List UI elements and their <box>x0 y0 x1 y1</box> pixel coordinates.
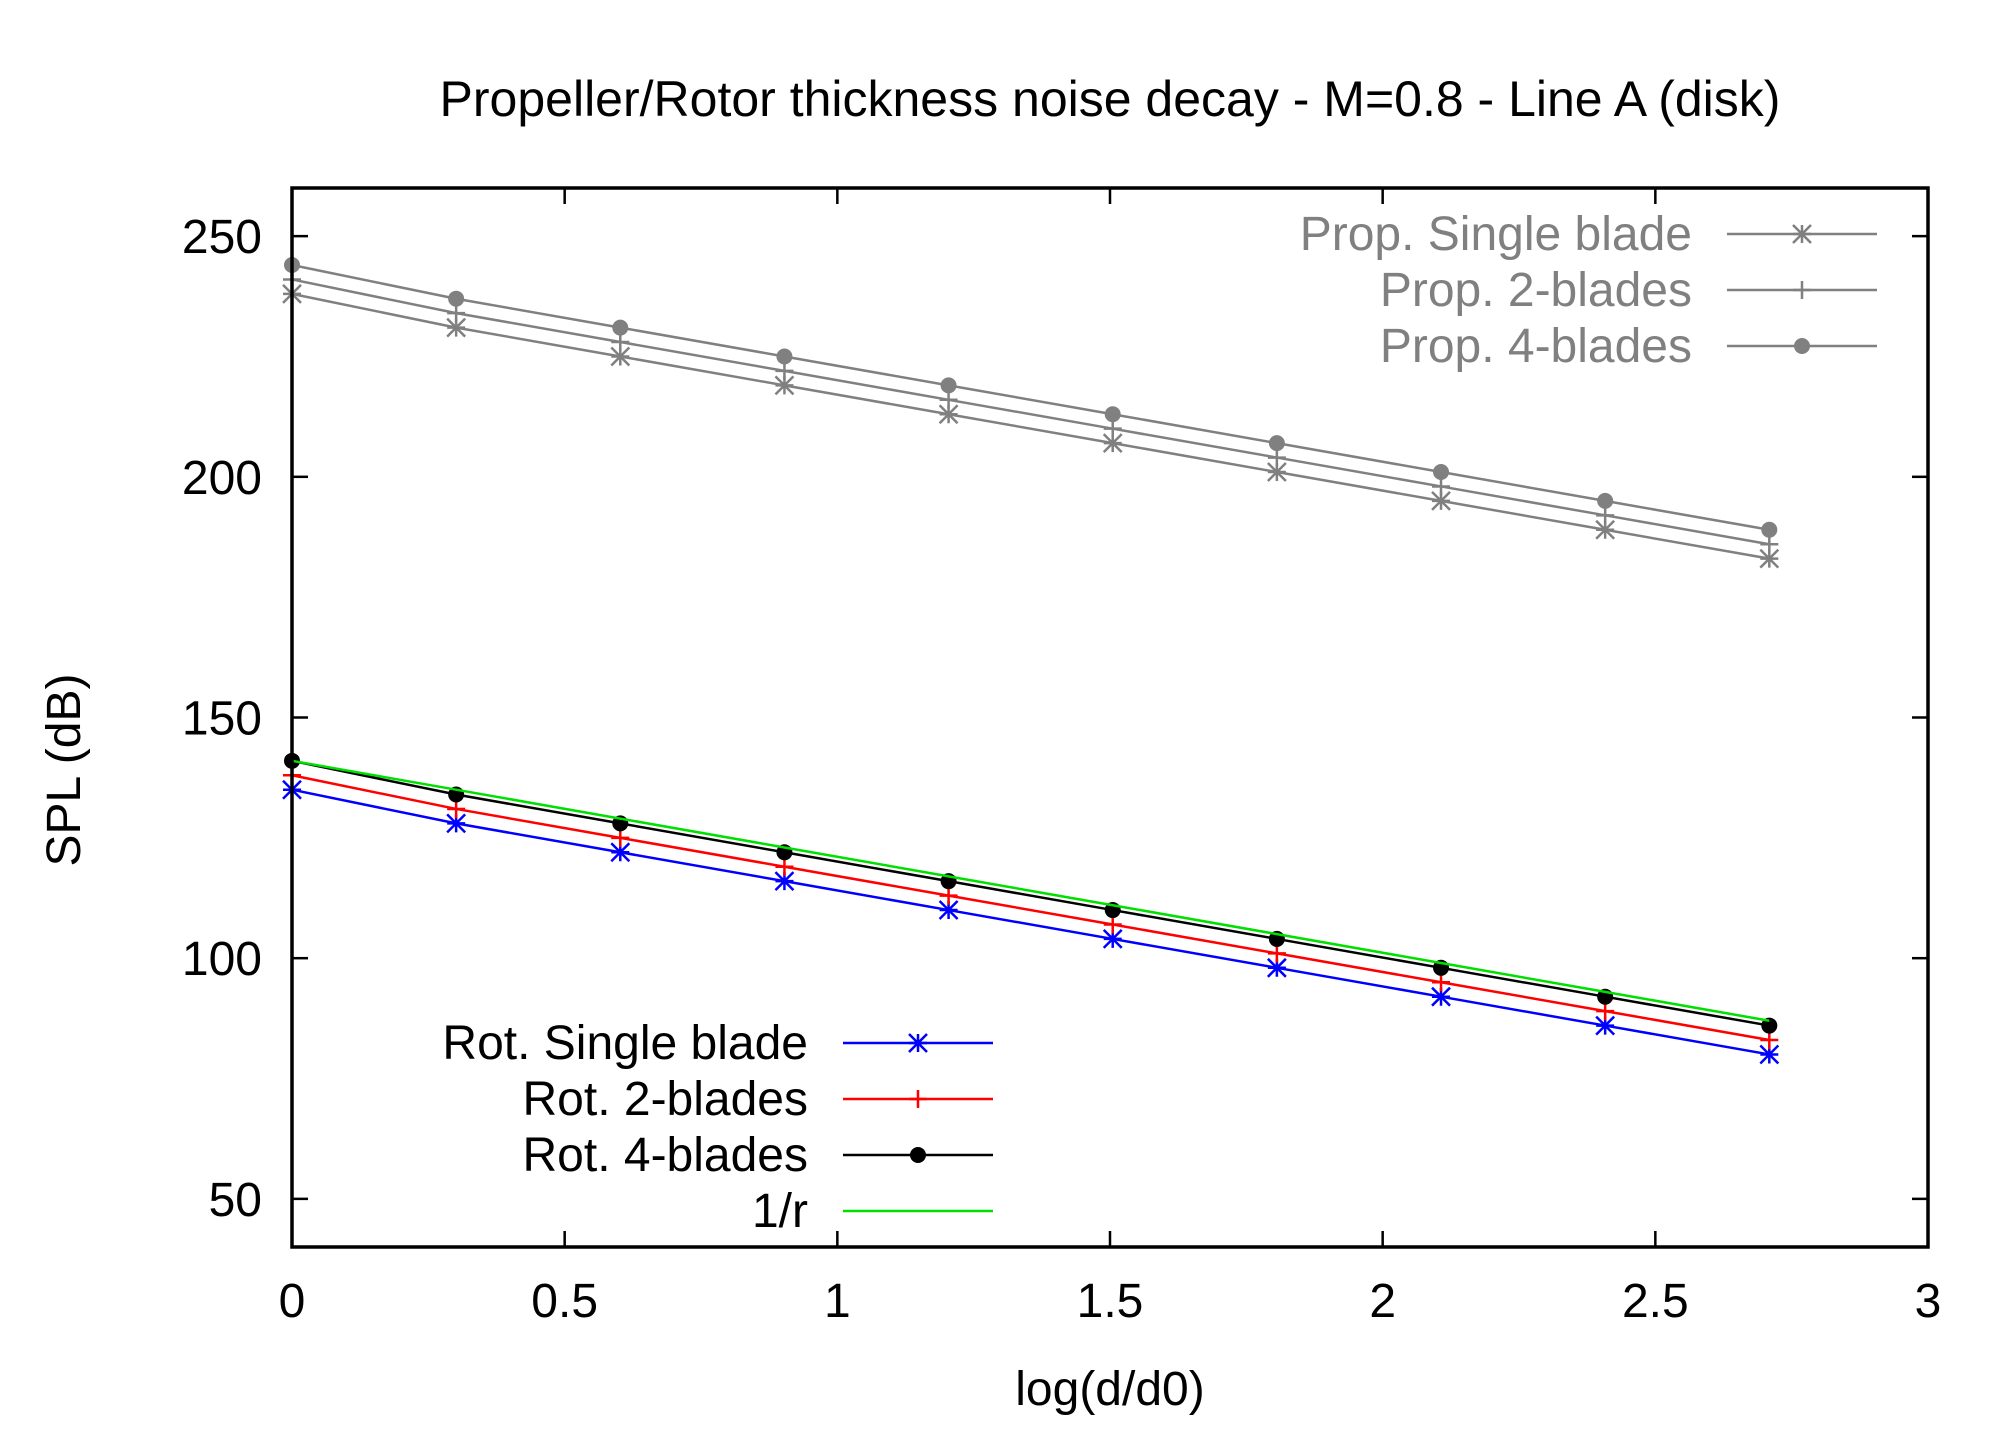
series-point <box>938 404 959 425</box>
series-point <box>1759 1044 1780 1065</box>
series-point <box>446 317 467 338</box>
series-point <box>939 390 958 409</box>
y-tick-label: 150 <box>182 693 262 746</box>
series-line <box>291 774 1770 1042</box>
x-tick-label: 3 <box>1915 1275 1942 1328</box>
series-point <box>1596 506 1615 525</box>
series-point <box>1103 915 1122 934</box>
series-point <box>447 799 466 818</box>
series-point <box>774 375 795 396</box>
series-line <box>291 759 1770 1022</box>
series-point <box>1266 957 1287 978</box>
series-point <box>1760 1031 1779 1050</box>
legend-label: Prop. 4-blades <box>1380 320 1692 373</box>
x-axis-label: log(d/d0) <box>1015 1363 1204 1416</box>
series-point <box>1597 492 1614 509</box>
legend-label: Rot. 4-blades <box>523 1129 809 1182</box>
x-tick-label: 1 <box>824 1275 851 1328</box>
legend-label: Rot. 2-blades <box>523 1073 809 1126</box>
series-point <box>1595 519 1616 540</box>
series-point <box>446 813 467 834</box>
legend-label: Prop. Single blade <box>1300 208 1692 261</box>
series-point <box>611 828 630 847</box>
series-point <box>1595 1015 1616 1036</box>
x-tick-label: 2 <box>1369 1275 1396 1328</box>
series-point <box>448 290 465 307</box>
x-tick-label: 1.5 <box>1077 1275 1144 1328</box>
series-point <box>939 886 958 905</box>
series-point <box>774 871 795 892</box>
series-line <box>291 292 1770 560</box>
series-group <box>282 257 1780 1065</box>
y-tick-label: 50 <box>209 1174 262 1227</box>
series-point <box>1102 433 1123 454</box>
series-point <box>775 361 794 380</box>
series-line <box>291 788 1770 1056</box>
series-point <box>1268 435 1285 452</box>
series-point <box>1432 973 1451 992</box>
legend-label: Rot. Single blade <box>442 1017 808 1070</box>
series-point <box>775 857 794 876</box>
series-point <box>1431 491 1451 511</box>
series-point <box>1596 1002 1615 1021</box>
series-point <box>612 319 629 336</box>
legend-marker <box>1793 281 1811 299</box>
legend-label: Prop. 2-blades <box>1380 264 1692 317</box>
legend-marker <box>908 1033 928 1053</box>
series-point <box>1433 464 1450 481</box>
series-line <box>291 263 1770 531</box>
plot-frame <box>290 186 1930 1249</box>
series-point <box>1759 548 1780 569</box>
y-axis-label: SPL (dB) <box>38 674 91 867</box>
series-point <box>776 348 793 365</box>
series-point <box>938 900 959 920</box>
series-point <box>1266 462 1287 482</box>
series-point <box>1761 521 1778 538</box>
series-point <box>940 377 957 394</box>
series-line <box>291 759 1770 1027</box>
series-point <box>1102 929 1123 949</box>
axis-ticks: 0 0.5 1 1.5 2 2.5 3 50 100 150 200 250 <box>182 188 1941 1328</box>
legend-marker <box>910 1147 926 1163</box>
series-point <box>610 842 631 863</box>
x-tick-label: 0.5 <box>531 1275 598 1328</box>
y-tick-label: 200 <box>182 452 262 505</box>
series-point <box>1761 1017 1778 1034</box>
series-point <box>447 304 466 323</box>
series-point <box>1104 406 1121 423</box>
y-tick-label: 100 <box>182 933 262 986</box>
legend-marker <box>909 1090 927 1108</box>
legend-label: 1/r <box>752 1185 808 1238</box>
y-tick-label: 250 <box>182 211 262 264</box>
series-point <box>1431 986 1451 1007</box>
series-point <box>610 346 631 367</box>
x-tick-label: 0 <box>279 1275 306 1328</box>
legend-marker <box>1792 224 1812 244</box>
x-tick-label: 2.5 <box>1622 1275 1689 1328</box>
series-point <box>1267 448 1286 467</box>
series-line <box>291 278 1770 546</box>
series-point <box>1267 944 1286 963</box>
series-point <box>1760 535 1779 554</box>
chart-title: Propeller/Rotor thickness noise decay - … <box>440 71 1781 127</box>
series-point <box>1103 419 1122 438</box>
series-point <box>1432 477 1451 496</box>
legend-marker <box>1794 338 1810 354</box>
series-point <box>611 333 630 352</box>
